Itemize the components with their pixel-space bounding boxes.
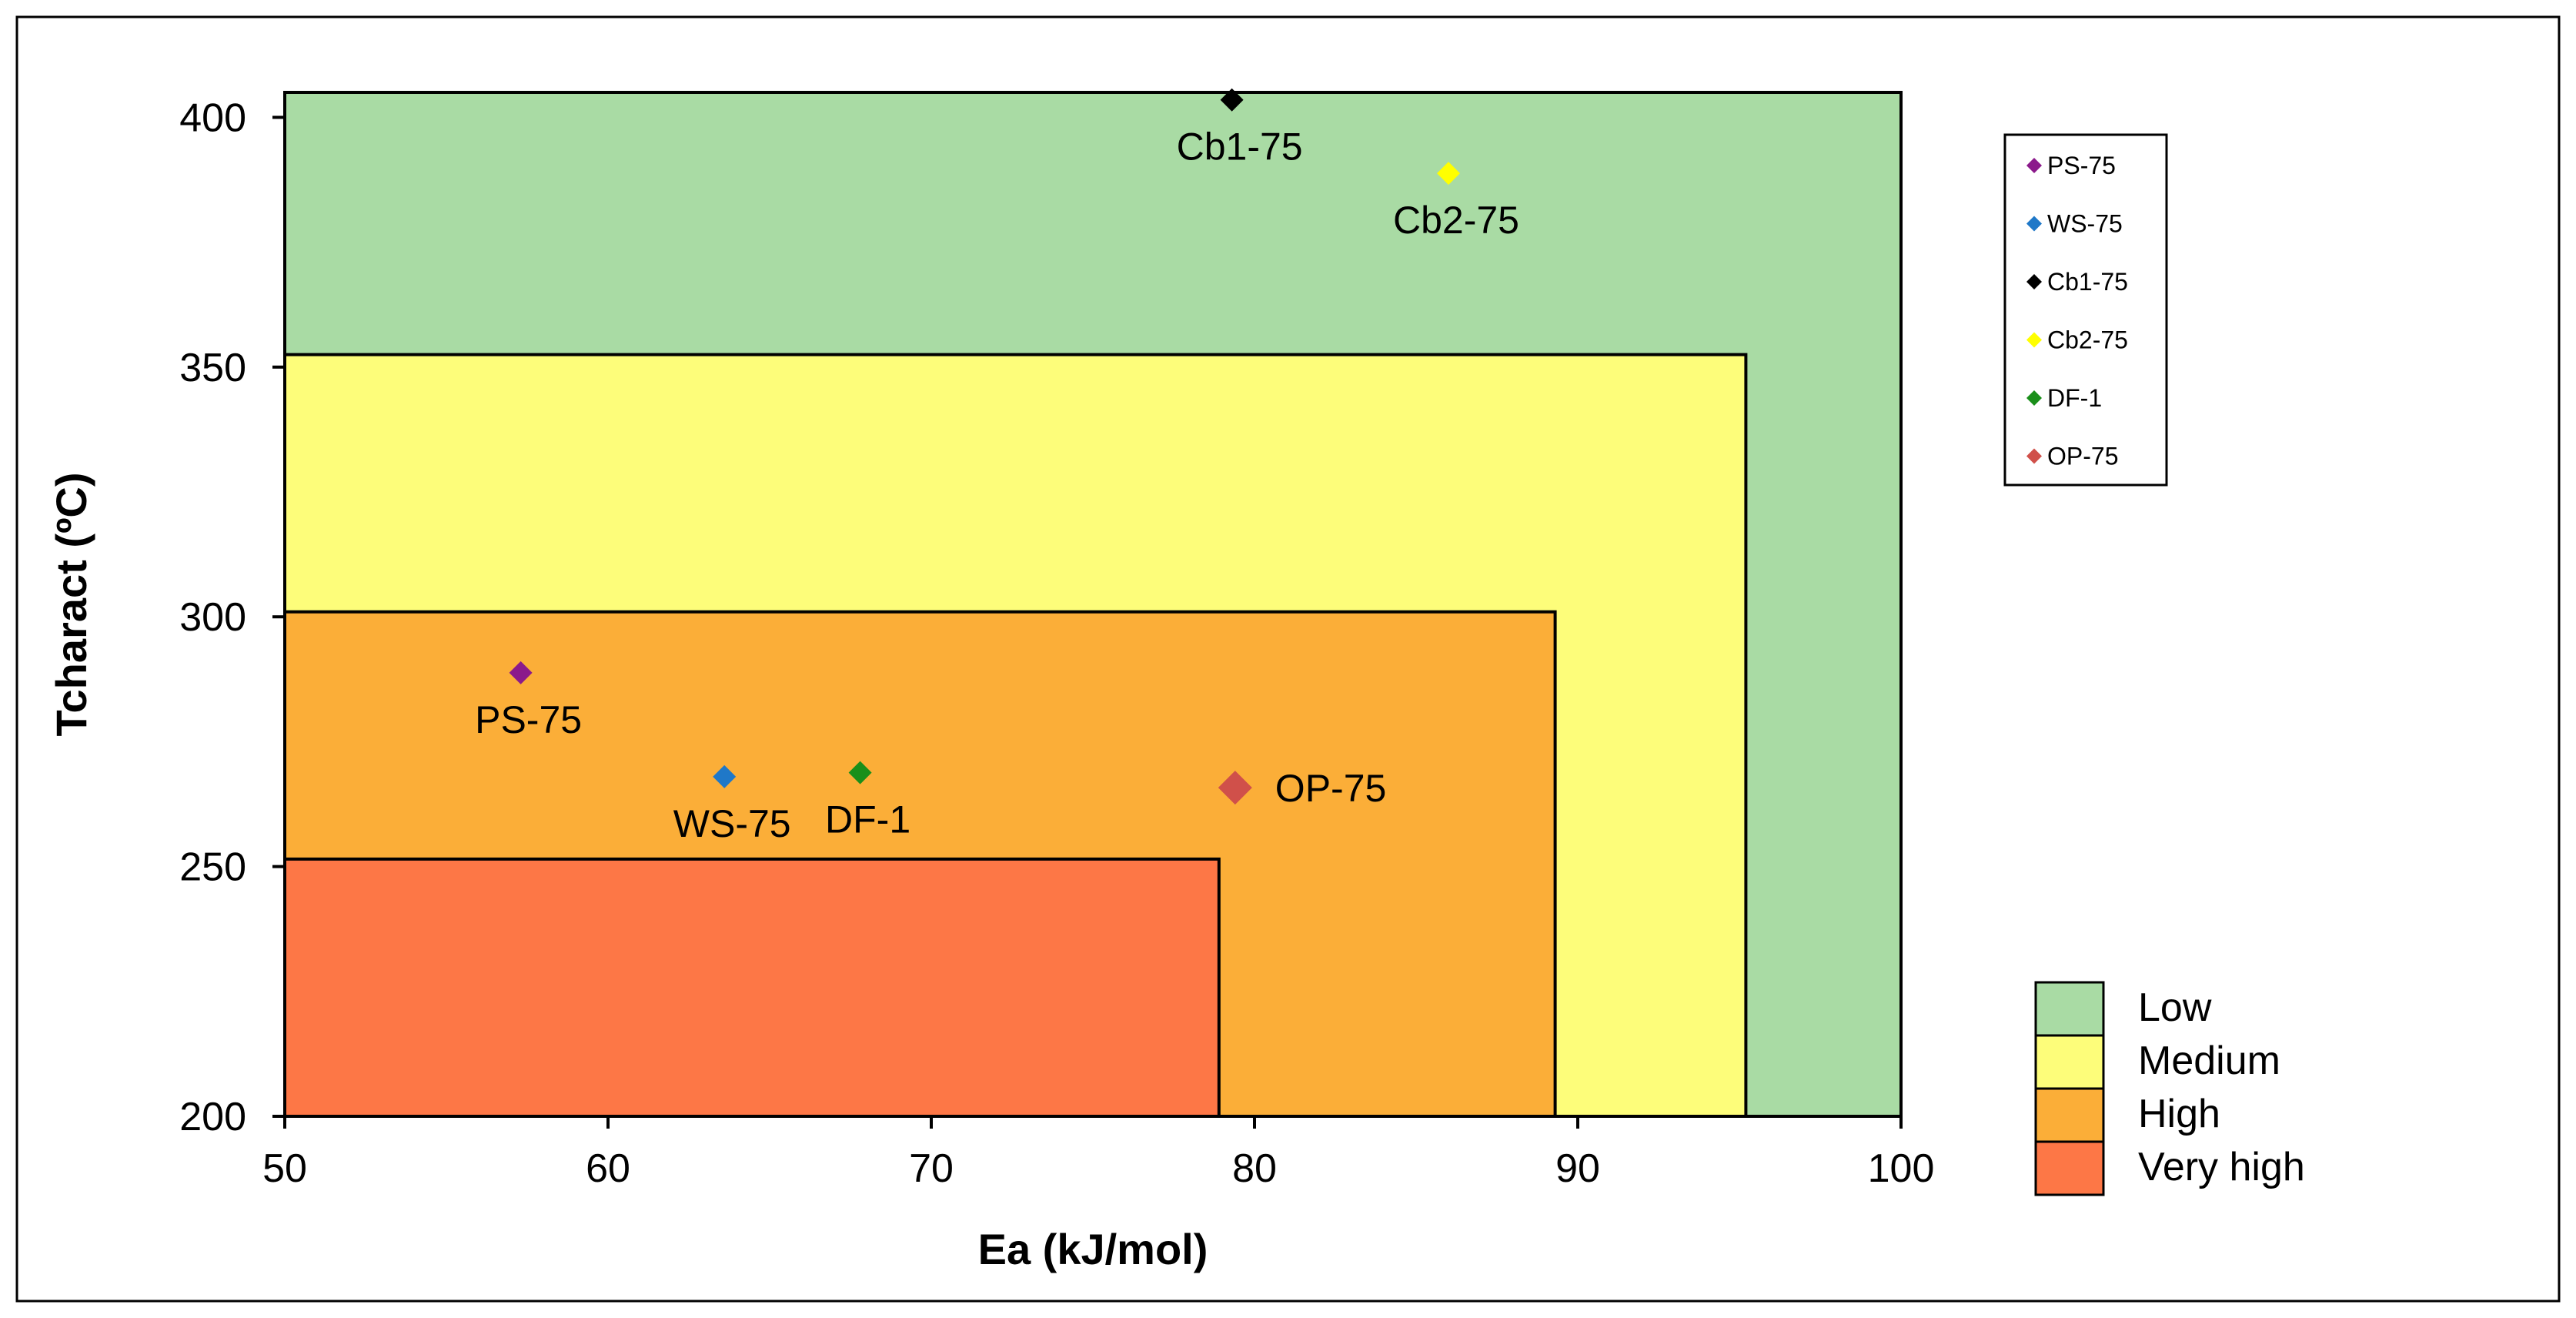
legend-marker-cb1-75 [2026,274,2042,289]
zone-legend-swatch-low [2034,981,2105,1037]
y-axis-title: Tcharact (ºC) [47,472,95,736]
y-tick-label: 300 [179,595,246,640]
y-tick-label: 350 [179,346,246,390]
y-tick-label: 250 [179,845,246,890]
legend-label-ws-75: WS-75 [2047,210,2123,238]
y-tick-label: 200 [179,1095,246,1139]
point-ps-75 [509,661,533,684]
zone-legend-label-medium: Medium [2138,1039,2280,1083]
point-label-op-75: OP-75 [1275,767,1387,810]
x-tick-label: 60 [586,1146,630,1191]
zone-legend-label-high: High [2138,1092,2220,1136]
point-label-ws-75: WS-75 [673,802,791,845]
legend-label-cb1-75: Cb1-75 [2047,268,2128,296]
zone-legend-label-very-high: Very high [2138,1145,2305,1189]
legend-marker-op-75 [2026,448,2042,464]
legend-label-ps-75: PS-75 [2047,152,2116,179]
series-legend [2003,133,2168,487]
legend-label-cb2-75: Cb2-75 [2047,326,2128,354]
point-label-cb1-75: Cb1-75 [1177,125,1303,169]
legend-marker-df-1 [2026,390,2042,406]
point-df-1 [848,761,872,784]
zone-very-high [283,857,1221,1118]
x-axis-title: Ea (kJ/mol) [978,1225,1208,1273]
point-cb2-75 [1437,162,1460,186]
legend-label-df-1: DF-1 [2047,384,2102,412]
legend-marker-ps-75 [2026,158,2042,173]
point-label-ps-75: PS-75 [475,698,582,741]
y-tick-label: 400 [179,95,246,140]
zone-legend-swatch-high [2034,1087,2105,1143]
point-label-df-1: DF-1 [825,798,910,841]
zone-legend-swatch-medium [2034,1034,2105,1090]
legend-label-op-75: OP-75 [2047,443,2118,470]
zone-legend-swatch-very-high [2034,1140,2105,1196]
x-tick-label: 80 [1232,1146,1277,1191]
x-tick-label: 90 [1555,1146,1600,1191]
x-tick-label: 100 [1868,1146,1935,1191]
point-cb1-75 [1220,88,1244,112]
legend-marker-cb2-75 [2026,332,2042,348]
zone-legend-label-low: Low [2138,985,2212,1030]
x-tick-label: 50 [262,1146,307,1191]
point-ws-75 [713,764,737,788]
point-op-75 [1218,771,1252,805]
legend-marker-ws-75 [2026,216,2042,232]
point-label-cb2-75: Cb2-75 [1393,199,1519,242]
x-tick-label: 70 [909,1146,954,1191]
